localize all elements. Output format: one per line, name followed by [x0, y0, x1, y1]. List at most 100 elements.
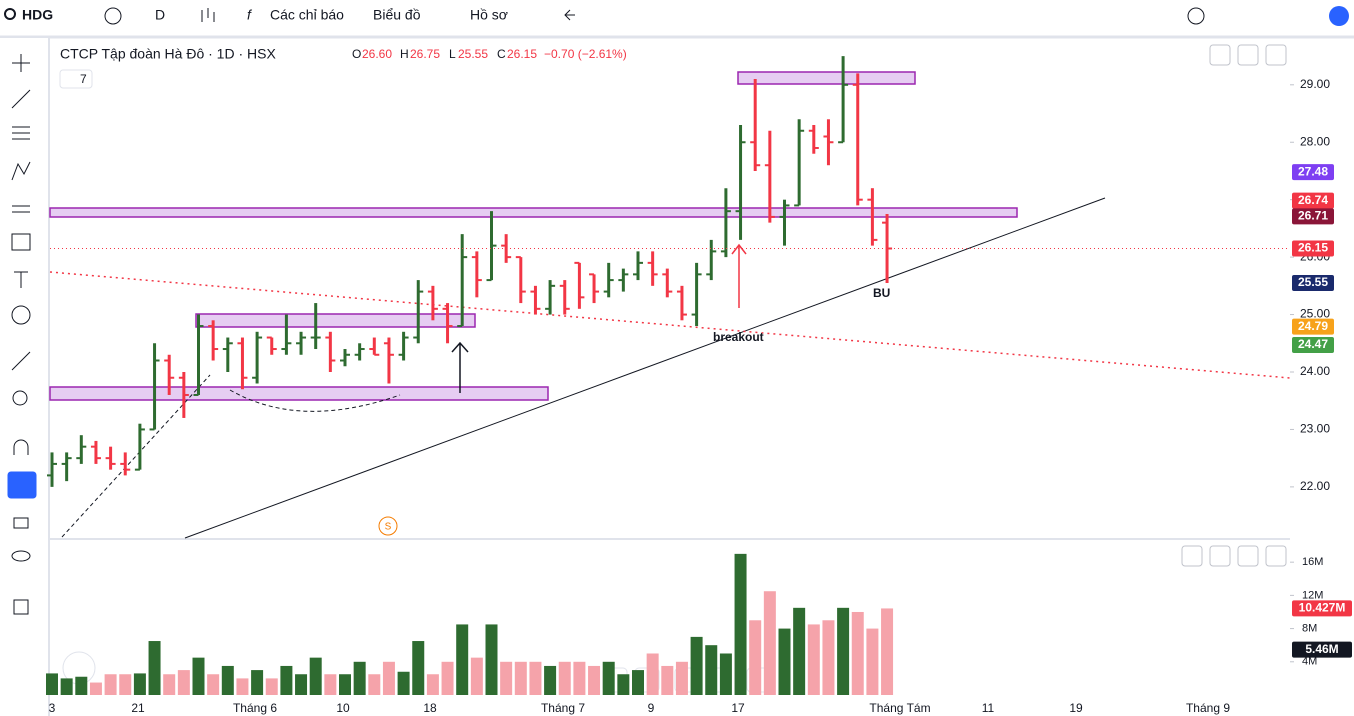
search-icon[interactable]	[4, 8, 16, 20]
volume-bar	[133, 673, 146, 695]
x-tick-label: Tháng 9	[1186, 701, 1230, 715]
price-badge	[1292, 164, 1334, 181]
left-toolbar	[0, 38, 48, 716]
top-toolbar	[0, 0, 1354, 36]
price-badge	[1292, 208, 1334, 225]
x-tick-label: 18	[423, 701, 437, 715]
volume-bar	[763, 591, 776, 695]
volume-bar	[837, 607, 850, 695]
x-tick-label: 21	[131, 701, 145, 715]
volume-bar	[60, 678, 73, 695]
x-tick-label: Tháng 7	[541, 701, 585, 715]
drawing-tools[interactable]	[7, 54, 37, 615]
volume-bar	[822, 620, 835, 695]
interval[interactable]: D	[155, 7, 165, 23]
volume-bar	[280, 665, 293, 695]
price-badge-label: 26.74	[1298, 193, 1328, 207]
volume-bar	[265, 678, 278, 695]
x-tick-label: 10	[336, 701, 350, 715]
bar-style-icon[interactable]	[201, 8, 215, 22]
y-tick-label: 23.00	[1300, 422, 1330, 436]
x-tick-label: 3	[49, 701, 56, 715]
x-tick-label: 11	[982, 701, 995, 715]
volume-bar	[544, 665, 557, 695]
volume-bar	[529, 661, 542, 695]
volume-bar	[368, 674, 381, 695]
volume-bar	[690, 636, 703, 695]
price-badge	[1292, 240, 1334, 257]
volume-tick-label: 12M	[1302, 589, 1323, 601]
price-badge-label: 24.79	[1298, 319, 1328, 333]
volume-tick-label: 4M	[1302, 656, 1317, 668]
price-badge-label: 27.48	[1298, 164, 1328, 178]
collapsed-count[interactable]: 7	[80, 72, 87, 86]
volume-bar	[382, 661, 395, 695]
x-tick-label: 19	[1069, 701, 1083, 715]
volume-bar	[309, 657, 322, 695]
add-icon[interactable]	[104, 7, 122, 25]
volume-bar	[514, 661, 527, 695]
collapse-button[interactable]	[59, 69, 93, 89]
volume-bar	[719, 653, 732, 695]
fx-icon[interactable]: f	[247, 7, 253, 23]
volume-bar	[207, 674, 220, 695]
volume-bar	[485, 624, 498, 695]
logo[interactable]	[1329, 6, 1349, 26]
volume-bar	[661, 665, 674, 695]
legend-value: 25.55	[458, 47, 488, 61]
x-tick-label: 17	[731, 701, 745, 715]
y-tick-label: 29.00	[1300, 77, 1330, 91]
volume-bar	[851, 611, 864, 695]
y-tick-label: 28.00	[1300, 134, 1330, 148]
volume-bar	[177, 670, 190, 695]
volume-bar	[163, 674, 176, 695]
volume-bar	[558, 661, 571, 695]
volume-bar	[119, 674, 132, 695]
volume-bar	[148, 641, 161, 695]
legend-name: CTCP Tập đoàn Hà Đô · 1D · HSX	[60, 46, 276, 62]
annotation: S	[385, 522, 392, 533]
volume-bar	[793, 607, 806, 695]
legend-value: 26.75	[410, 47, 440, 61]
volume-bar	[866, 628, 879, 695]
legend-label: H	[400, 47, 409, 61]
profile-menu[interactable]: Hồ sơ	[470, 7, 508, 23]
price-badge	[1292, 192, 1334, 209]
volume-bar	[470, 657, 483, 695]
volume-bar	[221, 665, 234, 695]
annotation: BU	[873, 286, 890, 300]
volume-bar	[588, 665, 601, 695]
volume-badge-label: 5.46M	[1305, 642, 1338, 656]
volume-bar	[602, 661, 615, 695]
legend-value: 26.15	[507, 47, 537, 61]
volume-bar	[573, 661, 586, 695]
pane-buttons[interactable]	[1181, 44, 1287, 567]
symbol[interactable]: HDG	[22, 7, 53, 23]
drawings	[49, 71, 1291, 539]
volume-tick-label: 8M	[1302, 622, 1317, 634]
volume-bar	[441, 661, 454, 695]
volume-bar	[632, 670, 644, 695]
y-tick-label: 24.00	[1300, 364, 1330, 378]
chart-menu[interactable]: Biểu đồ	[373, 7, 421, 23]
volume-bar	[324, 674, 337, 695]
volume-badge	[1292, 641, 1352, 658]
indicators[interactable]: Các chỉ báo	[270, 7, 344, 23]
legend-label: C	[497, 47, 506, 61]
settings[interactable]	[1187, 7, 1205, 25]
legend-label: O	[352, 47, 361, 61]
volume-bar	[675, 661, 688, 695]
price-badge-label: 26.15	[1298, 241, 1328, 255]
volume-bar	[251, 670, 264, 695]
legend-label: L	[449, 47, 456, 61]
price-badge-label: 26.71	[1298, 209, 1328, 223]
legend-change: −0.70 (−2.61%)	[544, 47, 627, 61]
y-tick-label: 25.00	[1300, 307, 1330, 321]
volume-bar	[412, 641, 425, 695]
undo[interactable]	[564, 9, 575, 21]
price-badge	[1292, 274, 1334, 291]
volume-badge-label: 10.427M	[1299, 601, 1346, 615]
x-tick-label: Tháng 6	[233, 701, 277, 715]
volume-bar	[426, 674, 439, 695]
